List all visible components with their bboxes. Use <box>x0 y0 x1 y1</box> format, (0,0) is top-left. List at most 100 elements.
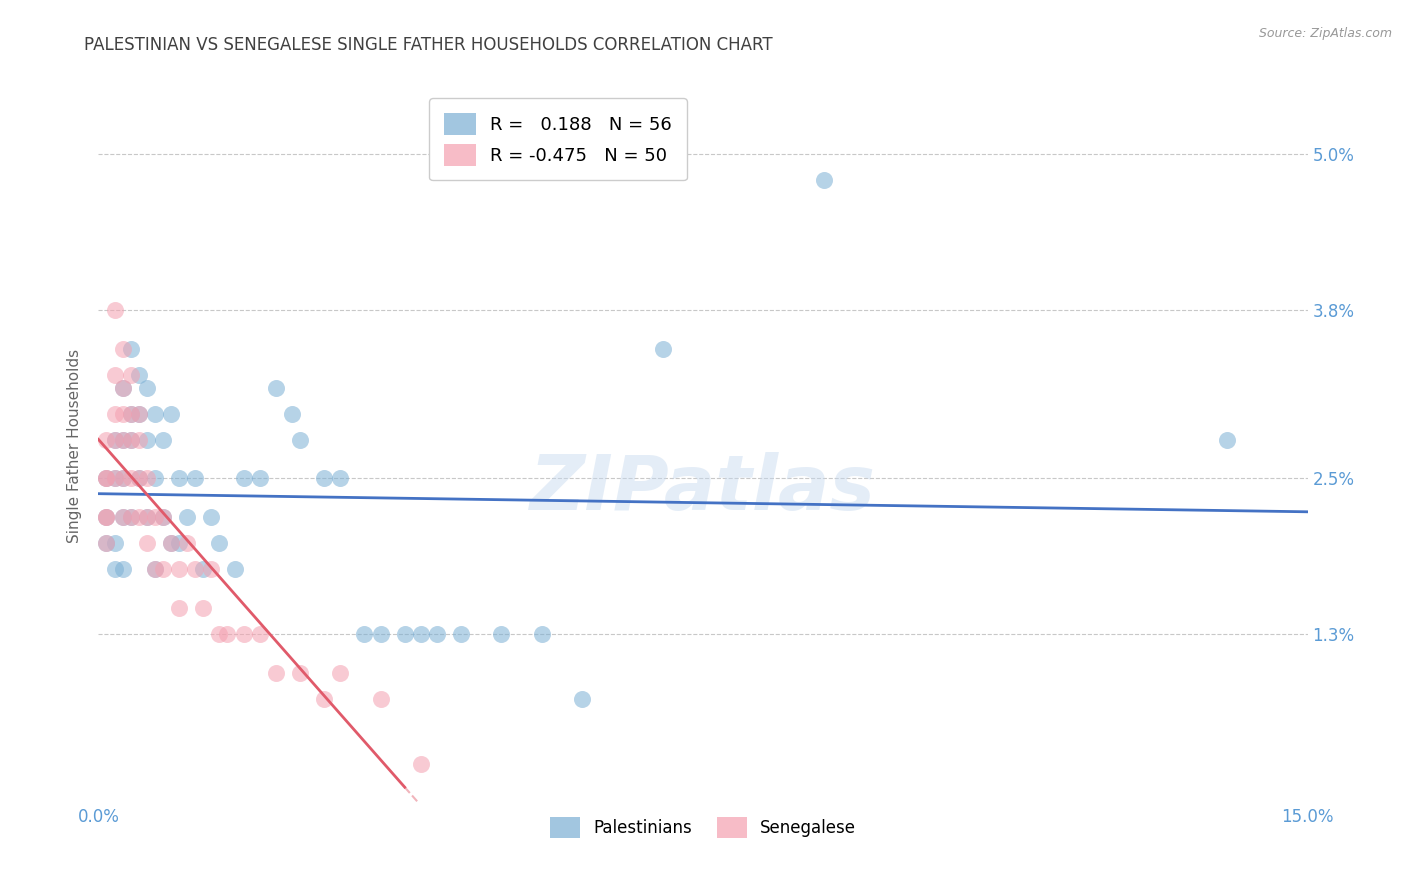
Point <box>96 510 118 524</box>
Point <box>1216 433 1239 447</box>
Point <box>120 510 142 524</box>
Point <box>135 536 157 550</box>
Point <box>111 381 134 395</box>
Point <box>143 510 166 524</box>
Point <box>120 471 142 485</box>
Point <box>167 601 190 615</box>
Point <box>120 368 142 382</box>
Point <box>128 510 150 524</box>
Point <box>370 627 392 641</box>
Point <box>143 562 166 576</box>
Point <box>530 627 553 641</box>
Point <box>208 627 231 641</box>
Point <box>167 562 190 576</box>
Point <box>111 342 134 356</box>
Point <box>232 471 254 485</box>
Point <box>128 471 150 485</box>
Point <box>394 627 416 641</box>
Point <box>152 510 174 524</box>
Point <box>264 381 287 395</box>
Point <box>128 368 150 382</box>
Point <box>208 536 231 550</box>
Point <box>152 562 174 576</box>
Point <box>111 381 134 395</box>
Point <box>111 471 134 485</box>
Point <box>103 471 125 485</box>
Point <box>135 510 157 524</box>
Point <box>249 627 271 641</box>
Point <box>184 471 207 485</box>
Point <box>111 510 134 524</box>
Point <box>103 368 125 382</box>
Point <box>264 666 287 681</box>
Legend: Palestinians, Senegalese: Palestinians, Senegalese <box>543 811 863 845</box>
Point <box>96 536 118 550</box>
Point <box>103 302 125 317</box>
Point <box>96 471 118 485</box>
Point <box>651 342 673 356</box>
Point <box>143 562 166 576</box>
Point <box>128 471 150 485</box>
Point <box>193 601 215 615</box>
Point <box>103 407 125 421</box>
Point <box>96 433 118 447</box>
Point <box>224 562 246 576</box>
Point <box>135 381 157 395</box>
Point <box>160 536 183 550</box>
Point <box>111 562 134 576</box>
Point <box>176 510 198 524</box>
Point <box>135 510 157 524</box>
Point <box>120 407 142 421</box>
Point <box>128 433 150 447</box>
Point <box>103 562 125 576</box>
Text: ZIPatlas: ZIPatlas <box>530 452 876 525</box>
Point <box>143 407 166 421</box>
Point <box>409 756 432 771</box>
Point <box>314 471 336 485</box>
Point <box>120 342 142 356</box>
Point <box>111 407 134 421</box>
Point <box>217 627 239 641</box>
Point <box>96 471 118 485</box>
Point <box>813 173 835 187</box>
Point <box>96 471 118 485</box>
Point <box>329 666 352 681</box>
Point <box>329 471 352 485</box>
Point <box>96 510 118 524</box>
Point <box>103 433 125 447</box>
Point <box>103 471 125 485</box>
Point <box>288 433 311 447</box>
Point <box>200 562 222 576</box>
Point <box>111 510 134 524</box>
Point <box>111 471 134 485</box>
Point <box>232 627 254 641</box>
Point <box>193 562 215 576</box>
Point <box>160 407 183 421</box>
Point <box>450 627 472 641</box>
Point <box>288 666 311 681</box>
Point <box>103 536 125 550</box>
Point <box>370 692 392 706</box>
Point <box>103 433 125 447</box>
Text: PALESTINIAN VS SENEGALESE SINGLE FATHER HOUSEHOLDS CORRELATION CHART: PALESTINIAN VS SENEGALESE SINGLE FATHER … <box>84 36 773 54</box>
Point <box>426 627 449 641</box>
Point <box>120 433 142 447</box>
Point <box>120 510 142 524</box>
Point <box>160 536 183 550</box>
Point <box>152 510 174 524</box>
Point <box>249 471 271 485</box>
Point <box>143 471 166 485</box>
Y-axis label: Single Father Households: Single Father Households <box>67 349 83 543</box>
Point <box>314 692 336 706</box>
Point <box>120 407 142 421</box>
Point <box>135 433 157 447</box>
Point <box>200 510 222 524</box>
Text: Source: ZipAtlas.com: Source: ZipAtlas.com <box>1258 27 1392 40</box>
Point <box>152 433 174 447</box>
Point <box>491 627 513 641</box>
Point <box>135 471 157 485</box>
Point <box>96 510 118 524</box>
Point <box>176 536 198 550</box>
Point <box>111 433 134 447</box>
Point <box>167 536 190 550</box>
